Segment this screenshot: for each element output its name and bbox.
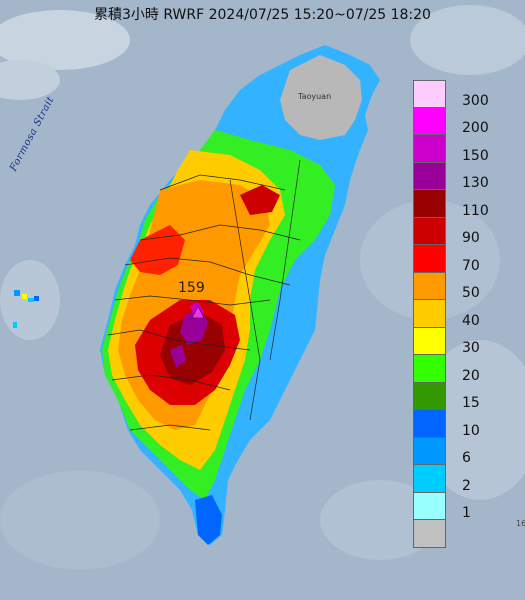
legend-label: 6: [462, 450, 471, 467]
map-title: 累積3小時 RWRF 2024/07/25 15:20~07/25 18:20: [94, 7, 431, 23]
legend-swatch: [413, 272, 446, 300]
county-boundaries: [107, 159, 301, 431]
legend-label: 2: [462, 477, 471, 494]
edge-number: 16: [516, 519, 525, 528]
legend-label: 110: [462, 202, 489, 219]
legend-swatch: [413, 492, 446, 520]
legend-label: 40: [462, 312, 480, 329]
legend-label: 20: [462, 367, 480, 384]
legend-swatch: [413, 80, 446, 108]
taiwan-island: [100, 45, 380, 545]
rain-area-10-south: [195, 495, 222, 545]
legend-swatch: [413, 437, 446, 465]
rain-area-70-north: [240, 185, 280, 215]
legend-label: 90: [462, 230, 480, 247]
legend-label: 300: [462, 92, 489, 109]
legend-swatch: [413, 107, 446, 135]
legend-swatch: [413, 410, 446, 438]
legend-label: 15: [462, 395, 480, 412]
legend-swatch: [413, 217, 446, 245]
legend-label: 130: [462, 175, 489, 192]
legend-swatch: [413, 162, 446, 190]
legend-swatch: [413, 520, 446, 548]
no-rain-area: [280, 55, 362, 140]
legend-label: 150: [462, 147, 489, 164]
legend-label: 10: [462, 422, 480, 439]
legend-label: 30: [462, 340, 480, 357]
legend-swatch: [413, 245, 446, 273]
legend-swatch: [413, 300, 446, 328]
legend-label: 70: [462, 257, 480, 274]
cloud-texture: [0, 5, 525, 570]
legend-label: 200: [462, 120, 489, 137]
peak-value: 159: [178, 280, 205, 296]
legend-label: 50: [462, 285, 480, 302]
rain-area-130b: [170, 345, 186, 368]
color-legend: [413, 80, 453, 548]
city-label: Taoyuan: [298, 92, 332, 101]
peak-marker-icon: [191, 305, 205, 319]
offshore-rain: [13, 290, 39, 328]
legend-swatch: [413, 327, 446, 355]
legend-label: 1: [462, 505, 471, 522]
legend-swatch: [413, 355, 446, 383]
legend-swatch: [413, 382, 446, 410]
legend-swatch: [413, 465, 446, 493]
legend-swatch: [413, 135, 446, 163]
legend-swatch: [413, 190, 446, 218]
rain-area-70: [130, 225, 185, 275]
